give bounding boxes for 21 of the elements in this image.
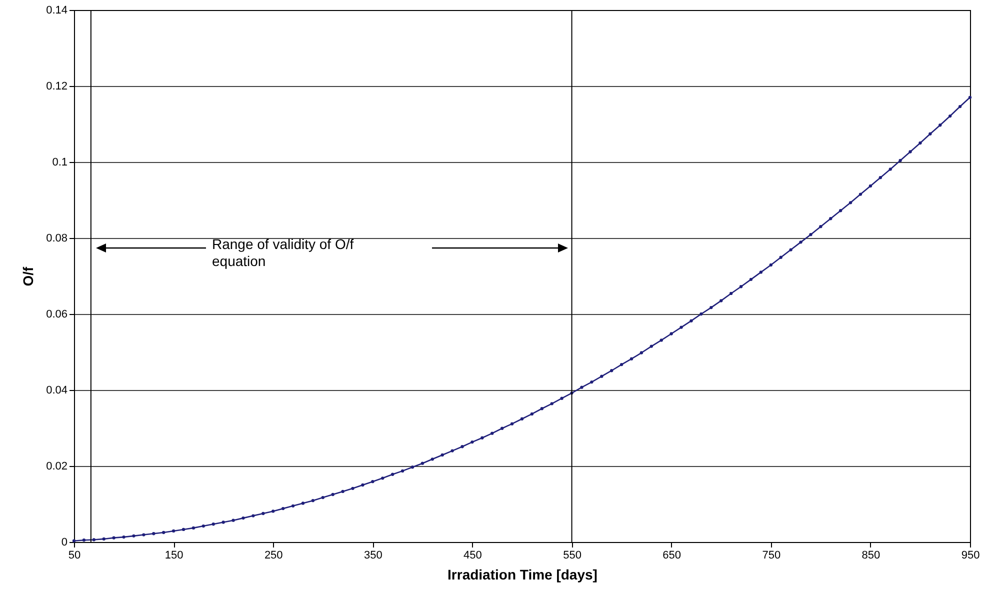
y-tick-label: 0.14	[46, 4, 68, 16]
y-tick-label: 0.08	[46, 232, 68, 244]
y-tick-label: 0.02	[46, 460, 68, 472]
y-tick-label: 0.12	[46, 80, 68, 92]
x-tick-label: 750	[762, 550, 781, 562]
x-tick-label: 450	[464, 550, 482, 562]
x-tick-label: 150	[164, 550, 184, 562]
x-tick-label: 650	[662, 550, 682, 562]
y-tick-label: 0.1	[52, 156, 68, 168]
x-axis-title: Irradiation Time [days]	[448, 566, 598, 582]
annotation: Range of validity of O/f equation	[212, 236, 355, 270]
x-tick-label: 250	[264, 550, 283, 562]
x-tick-label: 950	[961, 550, 980, 562]
x-tick-label: 350	[364, 550, 382, 562]
x-tick-label: 550	[563, 550, 582, 562]
y-axis-title: O/f	[20, 266, 36, 286]
x-tick-label: 50	[68, 550, 81, 562]
y-tick-label: 0.04	[46, 384, 68, 396]
y-tick-label: 0.06	[46, 308, 68, 320]
y-tick-label: 0	[61, 536, 68, 548]
x-tick-label: 850	[862, 550, 880, 562]
